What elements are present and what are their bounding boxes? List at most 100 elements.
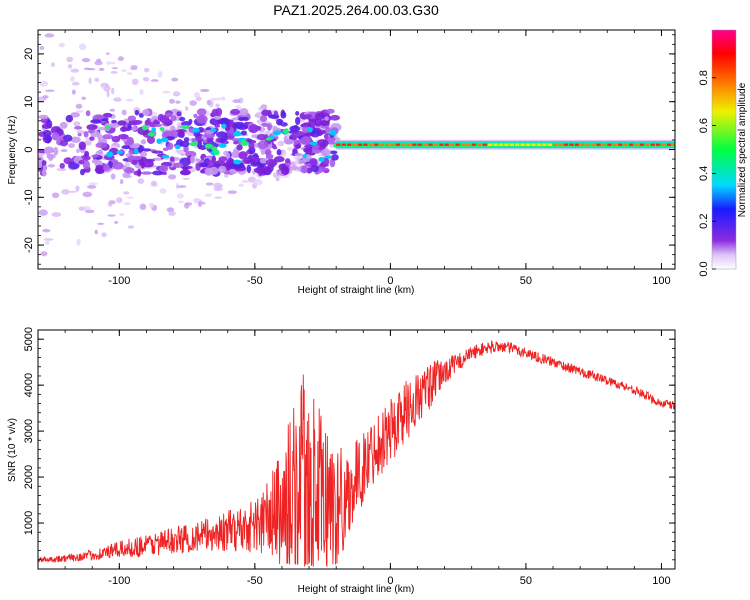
spectrogram-band-blob xyxy=(126,136,134,146)
spectrogram-noise-blob xyxy=(180,153,185,156)
spectrogram-noise-blob xyxy=(200,88,210,93)
spectrogram-band-blob xyxy=(303,147,314,154)
spectrogram-noise-blob xyxy=(223,173,229,178)
spectrogram-band-blob xyxy=(41,160,47,166)
spectrogram-noise-blob xyxy=(83,140,92,146)
spectrogram-band-blob xyxy=(326,108,335,114)
spectrogram-band-blob xyxy=(103,164,110,172)
spectrogram-band-blob xyxy=(53,146,59,156)
spectrogram-band-blob xyxy=(239,108,249,116)
spectrogram-noise-blob xyxy=(42,228,51,233)
spectrogram-noise-blob xyxy=(175,149,185,153)
spectrogram-band-blob xyxy=(70,112,80,118)
spectrogram-noise-blob xyxy=(137,178,145,185)
spectrogram-band-blob xyxy=(222,140,230,145)
snr-y-tick-label: 3000 xyxy=(23,419,35,443)
spectrogram-noise-blob xyxy=(51,212,62,217)
spectrogram-noise-blob xyxy=(123,191,130,195)
spectrogram-band-blob xyxy=(59,121,68,129)
chart-title: PAZ1.2025.264.00.03.G30 xyxy=(273,2,439,18)
snr-x-tick-label: 0 xyxy=(387,575,393,587)
spectrogram-band-blob xyxy=(137,145,144,154)
spectrogram-y-ticks: -20 -10 0 10 20 xyxy=(23,34,675,265)
spectrogram-noise-blob xyxy=(275,176,283,179)
spectrogram-noise-blob xyxy=(107,201,113,207)
tone-core-segment xyxy=(536,143,542,146)
spectrogram-noise-blob xyxy=(110,173,116,180)
tone-core-segment xyxy=(384,143,390,146)
spectrogram-band-blob xyxy=(265,158,278,167)
tone-core-segment xyxy=(390,143,395,146)
tone-core-segment xyxy=(607,143,612,146)
spectrogram-band-blob xyxy=(311,144,322,154)
spectrogram-band-blob xyxy=(260,166,272,174)
spectrogram-noise-blob xyxy=(214,196,222,199)
spectrogram-noise-blob xyxy=(157,71,163,78)
spectrogram-band-blob xyxy=(74,125,83,130)
spectrogram-band-blob xyxy=(87,129,95,134)
spectrogram-noise-blob xyxy=(121,109,127,116)
spectrogram-noise-blob xyxy=(81,96,86,100)
spectrogram-band-blob xyxy=(296,131,304,136)
spectrogram-noise-blob xyxy=(167,174,177,180)
spectrogram-band-blob xyxy=(327,136,336,142)
spectrogram-band-blob xyxy=(90,119,102,124)
tone-core-segment xyxy=(569,143,574,146)
spectrogram-noise-blob xyxy=(209,97,220,101)
spectrogram-band-blob xyxy=(227,157,235,165)
spectrogram-noise-blob xyxy=(73,121,81,127)
spectrogram-noise-blob xyxy=(168,210,176,216)
tone-core-segment xyxy=(422,143,428,146)
spectrogram-noise-blob xyxy=(119,179,124,185)
tone-core-segment xyxy=(618,143,623,146)
snr-x-ticks: -100 -50 0 50 100 xyxy=(37,330,671,587)
spectrogram-hotspot xyxy=(324,155,333,159)
spectrogram-noise-blob xyxy=(204,193,212,197)
spectrogram-noise-blob xyxy=(238,183,244,187)
spectrogram-noise-blob xyxy=(227,190,238,194)
spectrogram-hotspot xyxy=(272,130,281,136)
spectrogram-noise-blob xyxy=(38,137,44,140)
spectrogram-band-blob xyxy=(179,140,190,148)
spectrogram-hotspot xyxy=(116,150,124,154)
spectrogram-noise-blob xyxy=(126,72,133,75)
spectrogram-noise-blob xyxy=(131,78,139,86)
spectrogram-band-blob xyxy=(167,142,174,150)
spectrogram-noise-blob xyxy=(142,76,150,82)
spectrogram-band-blob xyxy=(302,114,313,118)
spectrogram-x-ticks: -100 -50 0 50 100 xyxy=(37,30,671,287)
spectrogram-band-blob xyxy=(152,157,164,161)
spectrogram-hotspot xyxy=(329,129,337,136)
snr-x-tick-label: -100 xyxy=(108,575,130,587)
spectrogram-hotspot xyxy=(232,131,242,137)
spectrogram-noise-blob xyxy=(97,222,105,225)
spectrogram-band-blob xyxy=(80,168,85,176)
tone-core-segment xyxy=(542,143,547,146)
spectrogram-band-blob xyxy=(318,146,325,151)
spectrogram-hotspot xyxy=(189,141,198,147)
spectrogram-hotspot xyxy=(160,137,169,143)
spectrogram-band-blob xyxy=(44,146,54,153)
spectrogram-hotspot xyxy=(192,127,200,133)
spectrogram-noise-blob xyxy=(56,167,67,172)
spectrogram-y-axis-label: Frequency (Hz) xyxy=(7,116,18,185)
spectrogram-noise-blob xyxy=(116,197,123,204)
spectrogram-noise-blob xyxy=(45,89,55,92)
spectrogram-band-blob xyxy=(225,124,230,130)
tone-core-segment xyxy=(493,143,498,146)
spectrogram-noise-blob xyxy=(94,60,103,66)
spectrogram-band-blob xyxy=(130,120,142,126)
spectrogram-noise-blob xyxy=(143,67,150,73)
tone-core-segment xyxy=(639,143,645,146)
tone-core-segment xyxy=(661,143,666,146)
spectrogram-noise-blob xyxy=(111,87,115,95)
colorbar-tick-label: 0.4 xyxy=(698,166,710,181)
spectrogram-band-blob xyxy=(295,116,301,126)
spectrogram-noise-blob xyxy=(110,61,116,65)
spectrogram-noise-blob xyxy=(194,91,200,99)
spectrogram-noise-blob xyxy=(103,84,111,92)
spectrogram-band-blob xyxy=(46,153,56,159)
spectrogram-band-blob xyxy=(70,136,81,143)
